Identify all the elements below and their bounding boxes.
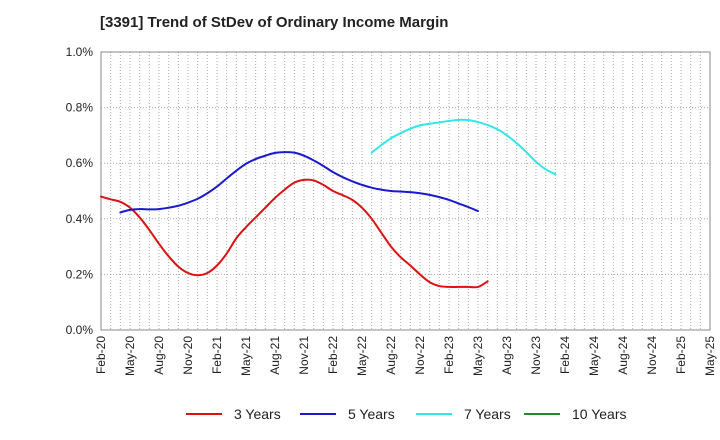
x-tick-label: Feb-24: [558, 336, 572, 374]
grid-lines: [101, 52, 710, 330]
chart-title: [3391] Trend of StDev of Ordinary Income…: [100, 14, 449, 31]
x-tick-label: Feb-25: [674, 336, 688, 374]
legend-swatch: [186, 413, 222, 415]
y-tick-label: 0.2%: [66, 267, 94, 281]
x-tick-label: Nov-22: [413, 336, 427, 375]
legend: 3 Years 5 Years 7 Years 10 Years: [0, 403, 720, 425]
legend-label: 10 Years: [572, 406, 627, 422]
x-tick-label: Aug-20: [152, 336, 166, 375]
y-tick-label: 0.6%: [66, 156, 94, 170]
x-tick-label: Feb-23: [442, 336, 456, 374]
x-tick-label: Aug-22: [384, 336, 398, 375]
legend-item-10-years: 10 Years: [524, 403, 627, 425]
x-tick-label: Feb-21: [210, 336, 224, 374]
plot-frame: [100, 51, 711, 331]
series-line-3-years: [100, 178, 489, 289]
series-line-7-years: [370, 118, 557, 176]
x-tick-label: May-24: [587, 336, 601, 376]
legend-item-5-years: 5 Years: [300, 403, 395, 425]
legend-item-7-years: 7 Years: [416, 403, 511, 425]
x-axis-tick-labels: Feb-20 May-20 Aug-20 Nov-20 Feb-21 May-21 Aug-…: [94, 336, 717, 376]
legend-swatch: [300, 413, 336, 415]
x-tick-label: Feb-20: [94, 336, 108, 374]
x-tick-label: Nov-20: [181, 336, 195, 375]
y-tick-label: 0.8%: [66, 101, 94, 115]
x-tick-label: May-22: [355, 336, 369, 376]
legend-swatch: [524, 413, 560, 415]
x-tick-label: Aug-24: [616, 336, 630, 375]
x-tick-label: May-23: [471, 336, 485, 376]
x-tick-label: Nov-24: [645, 336, 659, 375]
legend-label: 7 Years: [464, 406, 511, 422]
x-tick-label: May-20: [123, 336, 137, 376]
series-line-5-years: [119, 151, 479, 214]
y-tick-label: 0.0%: [66, 323, 94, 337]
y-axis-tick-labels: 0.0% 0.2% 0.4% 0.6% 0.8% 1.0%: [66, 45, 94, 337]
legend-label: 3 Years: [234, 406, 281, 422]
y-tick-label: 1.0%: [66, 45, 94, 59]
x-tick-label: Aug-21: [268, 336, 282, 375]
x-tick-label: Nov-21: [297, 336, 311, 375]
y-tick-label: 0.4%: [66, 212, 94, 226]
x-tick-label: May-25: [703, 336, 717, 376]
legend-swatch: [416, 413, 452, 415]
x-tick-label: May-21: [239, 336, 253, 376]
legend-label: 5 Years: [348, 406, 395, 422]
legend-item-3-years: 3 Years: [186, 403, 281, 425]
x-tick-label: Feb-22: [326, 336, 340, 374]
series-lines: [100, 118, 557, 289]
x-tick-label: Nov-23: [529, 336, 543, 375]
x-tick-label: Aug-23: [500, 336, 514, 375]
